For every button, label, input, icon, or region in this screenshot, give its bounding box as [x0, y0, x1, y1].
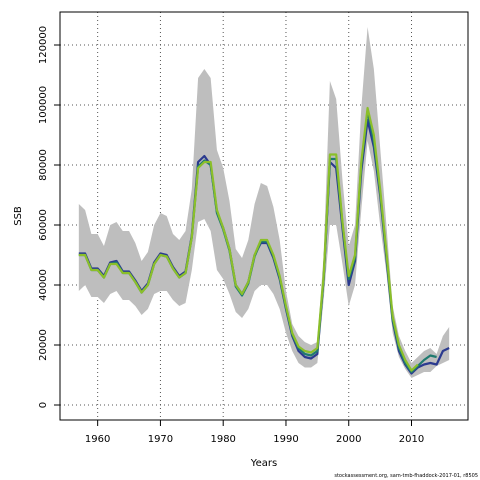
- x-axis: 1960 1970 1980 1990 2000 2010: [85, 419, 424, 445]
- series-lines: [78, 106, 450, 375]
- x-tick-label: 1990: [273, 434, 298, 445]
- confidence-band: [78, 27, 450, 378]
- y-tick-label: 60000: [38, 209, 49, 241]
- x-tick-label: 1980: [210, 434, 235, 445]
- y-axis: 0 20000 40000 60000 80000 100000 120000: [38, 26, 61, 408]
- y-tick-label: 100000: [38, 86, 49, 124]
- x-tick-label: 1970: [148, 434, 173, 445]
- y-tick-label: 20000: [38, 329, 49, 361]
- y-axis-title: SSB: [13, 206, 24, 226]
- x-axis-title: Years: [250, 458, 277, 469]
- y-tick-label: 40000: [38, 269, 49, 301]
- y-tick-label: 80000: [38, 149, 49, 181]
- footer-credit: stockassessment.org, sam-tmb-fhaddock-20…: [334, 473, 478, 479]
- x-tick-label: 1960: [85, 434, 110, 445]
- x-tick-label: 2010: [399, 434, 424, 445]
- y-tick-label: 120000: [38, 26, 49, 64]
- grid-lines: [60, 12, 468, 420]
- series-line-3: [78, 106, 419, 372]
- x-tick-label: 2000: [336, 434, 361, 445]
- y-tick-label: 0: [38, 402, 49, 408]
